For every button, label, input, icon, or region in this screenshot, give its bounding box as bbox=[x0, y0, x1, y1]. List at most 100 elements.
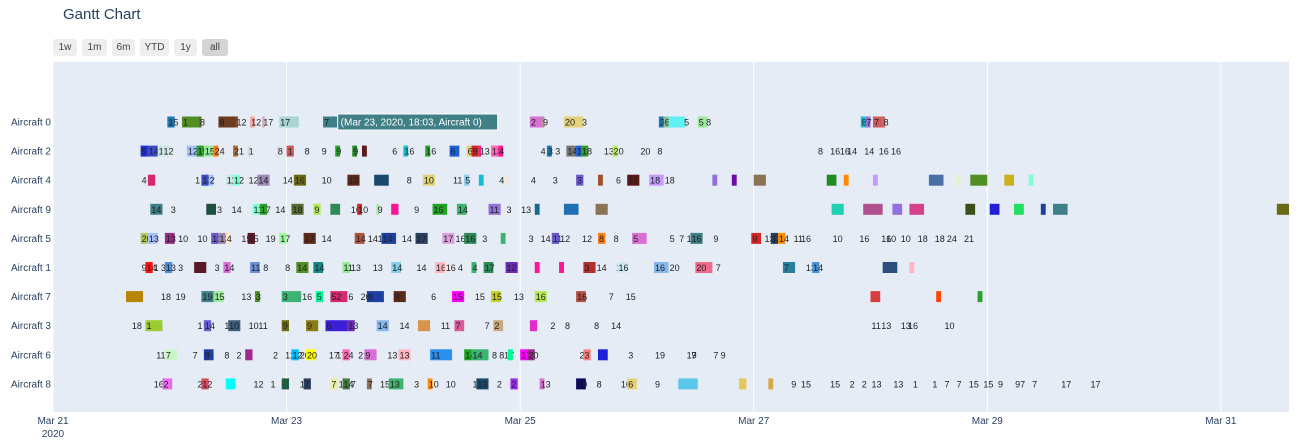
x-tick-label: Mar 21 bbox=[37, 416, 69, 427]
task-label: 9 bbox=[314, 205, 319, 215]
task-label: 15 bbox=[475, 292, 485, 302]
task-label: 10 bbox=[901, 234, 911, 244]
task-label: 11 bbox=[156, 350, 165, 360]
task-label: 7 bbox=[331, 379, 336, 389]
task-bar bbox=[583, 262, 596, 273]
task-label: 2 bbox=[273, 350, 278, 360]
task-label: 13 bbox=[348, 176, 358, 186]
task-bar bbox=[281, 378, 290, 390]
task-bar bbox=[551, 232, 560, 244]
task-label: 14 bbox=[382, 234, 392, 244]
task-bar bbox=[678, 378, 698, 390]
task-bar bbox=[147, 232, 158, 244]
range-button-1y[interactable]: 1y bbox=[174, 39, 197, 56]
task-label: 13 bbox=[541, 379, 551, 389]
task-label: 14 bbox=[356, 234, 366, 244]
task-label: 7 bbox=[455, 321, 460, 331]
task-bar bbox=[147, 145, 158, 157]
task-label: 14 bbox=[864, 147, 874, 157]
task-bar bbox=[140, 232, 148, 244]
task-bar bbox=[507, 349, 513, 361]
task-label: 12 bbox=[163, 147, 173, 157]
task-label: 14 bbox=[465, 350, 475, 360]
task-bar bbox=[500, 232, 506, 244]
task-label: 9 bbox=[353, 147, 358, 157]
task-label: 8 bbox=[368, 292, 373, 302]
task-label: 3 bbox=[215, 263, 220, 273]
task-label: 18 bbox=[918, 234, 928, 244]
task-label: 15 bbox=[205, 147, 215, 157]
y-tick-label: Aircraft 6 bbox=[11, 350, 51, 361]
task-bar bbox=[483, 262, 494, 273]
task-bar bbox=[977, 291, 983, 303]
task-label: 20 bbox=[670, 263, 680, 273]
task-bar bbox=[362, 145, 367, 157]
task-bar bbox=[233, 145, 238, 157]
task-label: 8 bbox=[224, 350, 229, 360]
task-label: 15 bbox=[215, 292, 225, 302]
task-bar bbox=[534, 262, 540, 273]
task-bar bbox=[505, 262, 518, 273]
task-bar bbox=[705, 116, 708, 128]
task-label: 2 bbox=[198, 379, 203, 389]
task-label: 3 bbox=[555, 147, 560, 157]
task-label: 18 bbox=[161, 292, 171, 302]
task-label: 13 bbox=[373, 263, 383, 273]
task-label: 7 bbox=[1032, 379, 1037, 389]
task-bar bbox=[259, 203, 268, 215]
task-label: 15 bbox=[380, 379, 390, 389]
task-label: 7 bbox=[679, 234, 684, 244]
task-label: 14 bbox=[402, 234, 412, 244]
task-bar bbox=[612, 145, 618, 157]
task-label: 4 bbox=[227, 234, 232, 244]
task-label: 11 bbox=[872, 321, 881, 331]
range-button-all[interactable]: all bbox=[202, 39, 228, 56]
task-label: 14 bbox=[283, 176, 293, 186]
task-label: 15 bbox=[241, 234, 251, 244]
task-bar bbox=[145, 320, 163, 332]
task-bar bbox=[425, 145, 431, 157]
task-label: 16 bbox=[577, 292, 587, 302]
task-label: 3 bbox=[582, 118, 587, 128]
range-button-1w[interactable]: 1w bbox=[53, 39, 77, 56]
task-bar bbox=[542, 116, 545, 128]
y-tick-label: Aircraft 4 bbox=[11, 176, 51, 187]
task-bar bbox=[164, 262, 173, 273]
task-label: 3 bbox=[584, 350, 589, 360]
task-bar bbox=[627, 378, 637, 390]
range-button-1m[interactable]: 1m bbox=[82, 39, 107, 56]
task-bar bbox=[430, 349, 453, 361]
task-label: 13 bbox=[893, 379, 903, 389]
range-button-6m[interactable]: 6m bbox=[112, 39, 135, 56]
task-bar bbox=[598, 174, 603, 186]
task-label: 12 bbox=[292, 350, 302, 360]
task-bar bbox=[965, 203, 976, 215]
task-label: 10 bbox=[446, 379, 456, 389]
y-axis: Aircraft 0 Aircraft 2 Aircraft 4 Aircraft 9… bbox=[11, 118, 51, 391]
task-label: 14 bbox=[344, 379, 354, 389]
task-label: 9 bbox=[142, 263, 147, 273]
task-bar bbox=[865, 116, 871, 128]
task-bar bbox=[663, 116, 669, 128]
task-bar bbox=[712, 174, 718, 186]
task-bar bbox=[770, 232, 779, 244]
task-label: 13 bbox=[202, 176, 212, 186]
task-label: 7 bbox=[351, 379, 356, 389]
task-bar bbox=[663, 174, 669, 186]
task-label: 16 bbox=[302, 292, 312, 302]
task-bar bbox=[252, 203, 260, 215]
task-bar bbox=[452, 291, 465, 303]
task-bar bbox=[164, 349, 178, 361]
task-bar bbox=[223, 262, 231, 273]
range-button-ytd[interactable]: YTD bbox=[140, 39, 169, 56]
hover-tooltip: (Mar 23, 2020, 18:03, Aircraft 0) bbox=[337, 113, 499, 131]
task-label: 5 bbox=[699, 118, 704, 128]
x-tick-label: Mar 23 bbox=[271, 416, 303, 427]
task-bar bbox=[1028, 174, 1034, 186]
task-bar bbox=[250, 262, 260, 273]
task-bar bbox=[751, 232, 762, 244]
task-bar bbox=[250, 116, 255, 128]
task-bar bbox=[753, 174, 766, 186]
task-label: 20 bbox=[614, 147, 624, 157]
task-bar bbox=[342, 262, 350, 273]
